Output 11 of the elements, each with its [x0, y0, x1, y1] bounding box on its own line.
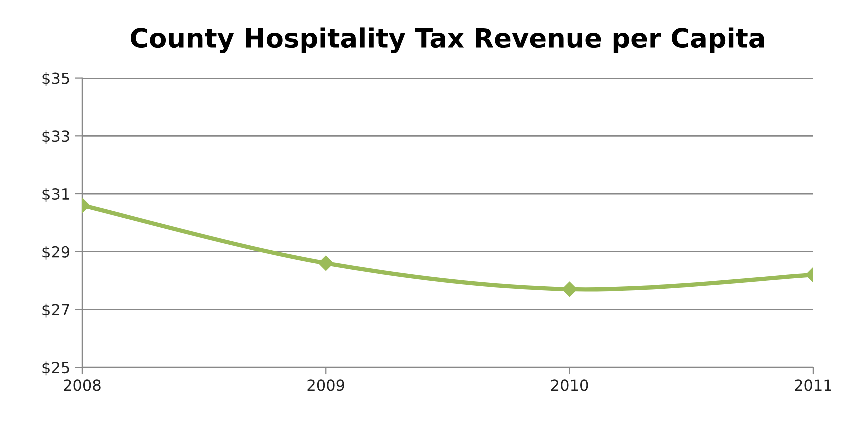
y-tick-label: $31 — [42, 188, 70, 202]
chart-title: County Hospitality Tax Revenue per Capita — [130, 28, 764, 54]
y-tick-label: $33 — [42, 130, 70, 144]
y-tick-label: $35 — [42, 72, 70, 86]
y-tick-label: $25 — [42, 362, 70, 376]
x-tick-label: 2008 — [64, 380, 101, 392]
y-tick-label: $29 — [42, 246, 70, 260]
x-tick-label: 2010 — [551, 380, 588, 392]
x-tick-label: 2009 — [308, 380, 344, 392]
x-tick-label: 2011 — [795, 380, 832, 392]
y-tick-label: $27 — [42, 304, 70, 318]
